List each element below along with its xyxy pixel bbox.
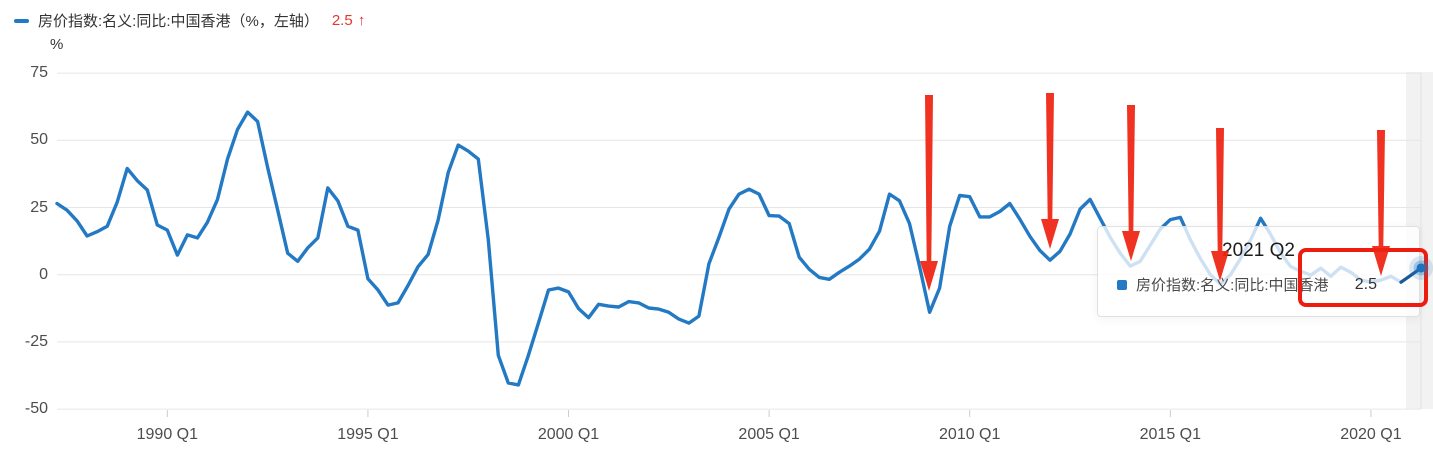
legend-line-marker [14, 18, 29, 23]
y-tick-label: 25 [30, 198, 48, 216]
x-tick-label: 1995 Q1 [337, 426, 399, 443]
red-arrow-annotation [920, 95, 938, 291]
tooltip-series-label: 房价指数:名义:同比:中国香港 [1136, 277, 1329, 294]
y-axis-unit: % [50, 36, 64, 53]
y-tick-label: -50 [24, 400, 48, 418]
x-tick-label: 2020 Q1 [1340, 426, 1402, 443]
legend-label: 房价指数:名义:同比:中国香港（%，左轴） [38, 13, 319, 30]
red-arrow-annotation [1372, 130, 1390, 276]
trend-up-icon: ↑ [357, 12, 366, 29]
hover-tooltip: 2021 Q2 房价指数:名义:同比:中国香港 2.5 [1097, 226, 1420, 317]
x-tick-label: 2015 Q1 [1139, 426, 1202, 443]
x-tick-label: 1990 Q1 [136, 426, 199, 443]
highlight-rectangle-annotation [1298, 248, 1428, 307]
tooltip-series-row: 房价指数:名义:同比:中国香港 2.5 [1098, 274, 1419, 295]
y-tick-label: 75 [30, 64, 48, 82]
tooltip-series-value: 2.5 [1354, 275, 1377, 293]
legend-item-series[interactable]: 房价指数:名义:同比:中国香港（%，左轴） 2.5 ↑ [14, 10, 365, 31]
last-point-marker[interactable] [1416, 263, 1426, 273]
red-arrow-annotation [1041, 93, 1059, 249]
red-arrow-annotation [1122, 105, 1140, 261]
x-tick-label: 2000 Q1 [537, 426, 600, 443]
y-tick-label: -25 [24, 332, 48, 350]
x-tick-label: 2005 Q1 [738, 426, 800, 443]
x-tick-label: 2010 Q1 [939, 426, 1001, 443]
tooltip-title: 2021 Q2 [1222, 240, 1295, 261]
y-tick-label: 50 [30, 131, 48, 149]
tooltip-series-marker [1117, 279, 1127, 290]
y-tick-label: 0 [39, 265, 48, 283]
red-arrow-annotation [1211, 128, 1229, 281]
legend-latest-value: 2.5 [331, 12, 353, 29]
